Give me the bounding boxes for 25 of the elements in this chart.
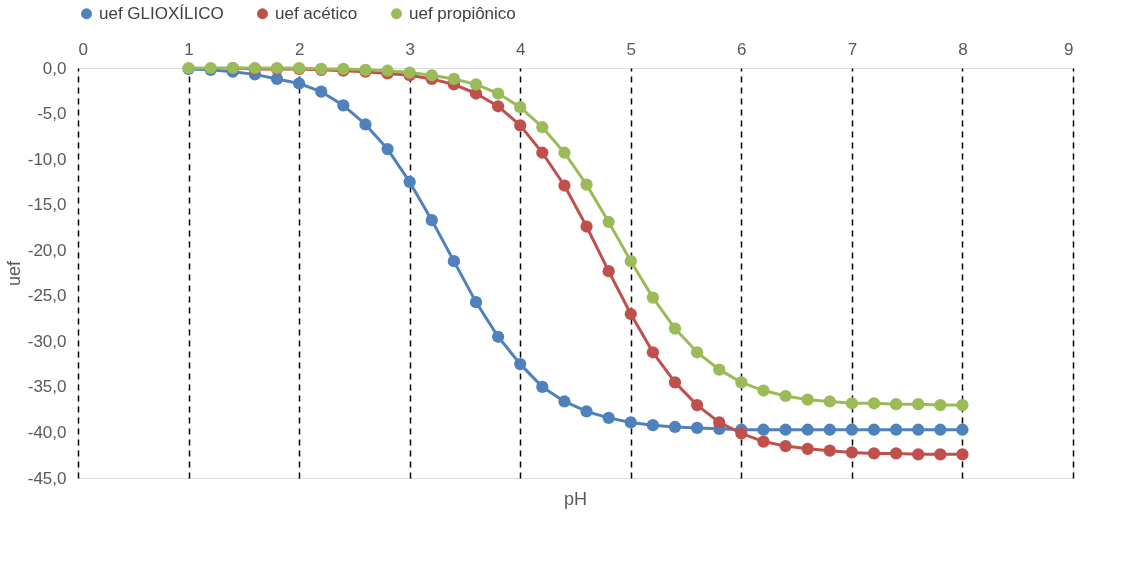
y-tick-label: -15,0 bbox=[27, 195, 67, 215]
legend-label: uef GLIOXÍLICO bbox=[99, 3, 224, 23]
y-tick-label: -40,0 bbox=[27, 422, 67, 442]
x-tick-label: 3 bbox=[405, 39, 415, 59]
legend-label: uef acético bbox=[275, 3, 358, 23]
x-tick-label: 7 bbox=[847, 39, 858, 59]
legend-label: uef propiônico bbox=[409, 3, 516, 23]
x-tick-label: 2 bbox=[294, 39, 305, 59]
x-tick-label: 0 bbox=[78, 39, 88, 59]
x-tick-label: 8 bbox=[958, 39, 968, 59]
x-tick-label: 5 bbox=[626, 39, 637, 59]
x-tick-label: 4 bbox=[515, 39, 526, 59]
y-tick-label: -5,0 bbox=[37, 104, 67, 124]
y-tick-label: -10,0 bbox=[27, 149, 67, 169]
y-tick-label: -20,0 bbox=[27, 240, 67, 260]
y-tick-label: -25,0 bbox=[27, 286, 67, 306]
x-axis-title: pH bbox=[563, 489, 588, 509]
x-tick-label: 6 bbox=[737, 39, 747, 59]
y-tick-label: -45,0 bbox=[27, 468, 67, 488]
y-tick-label: -35,0 bbox=[27, 377, 67, 397]
y-tick-label: 0,0 bbox=[42, 58, 67, 78]
y-axis-title: uef bbox=[3, 259, 24, 287]
x-tick-label: 1 bbox=[184, 39, 194, 59]
y-tick-label: -30,0 bbox=[27, 331, 67, 351]
x-tick-label: 9 bbox=[1064, 39, 1074, 59]
